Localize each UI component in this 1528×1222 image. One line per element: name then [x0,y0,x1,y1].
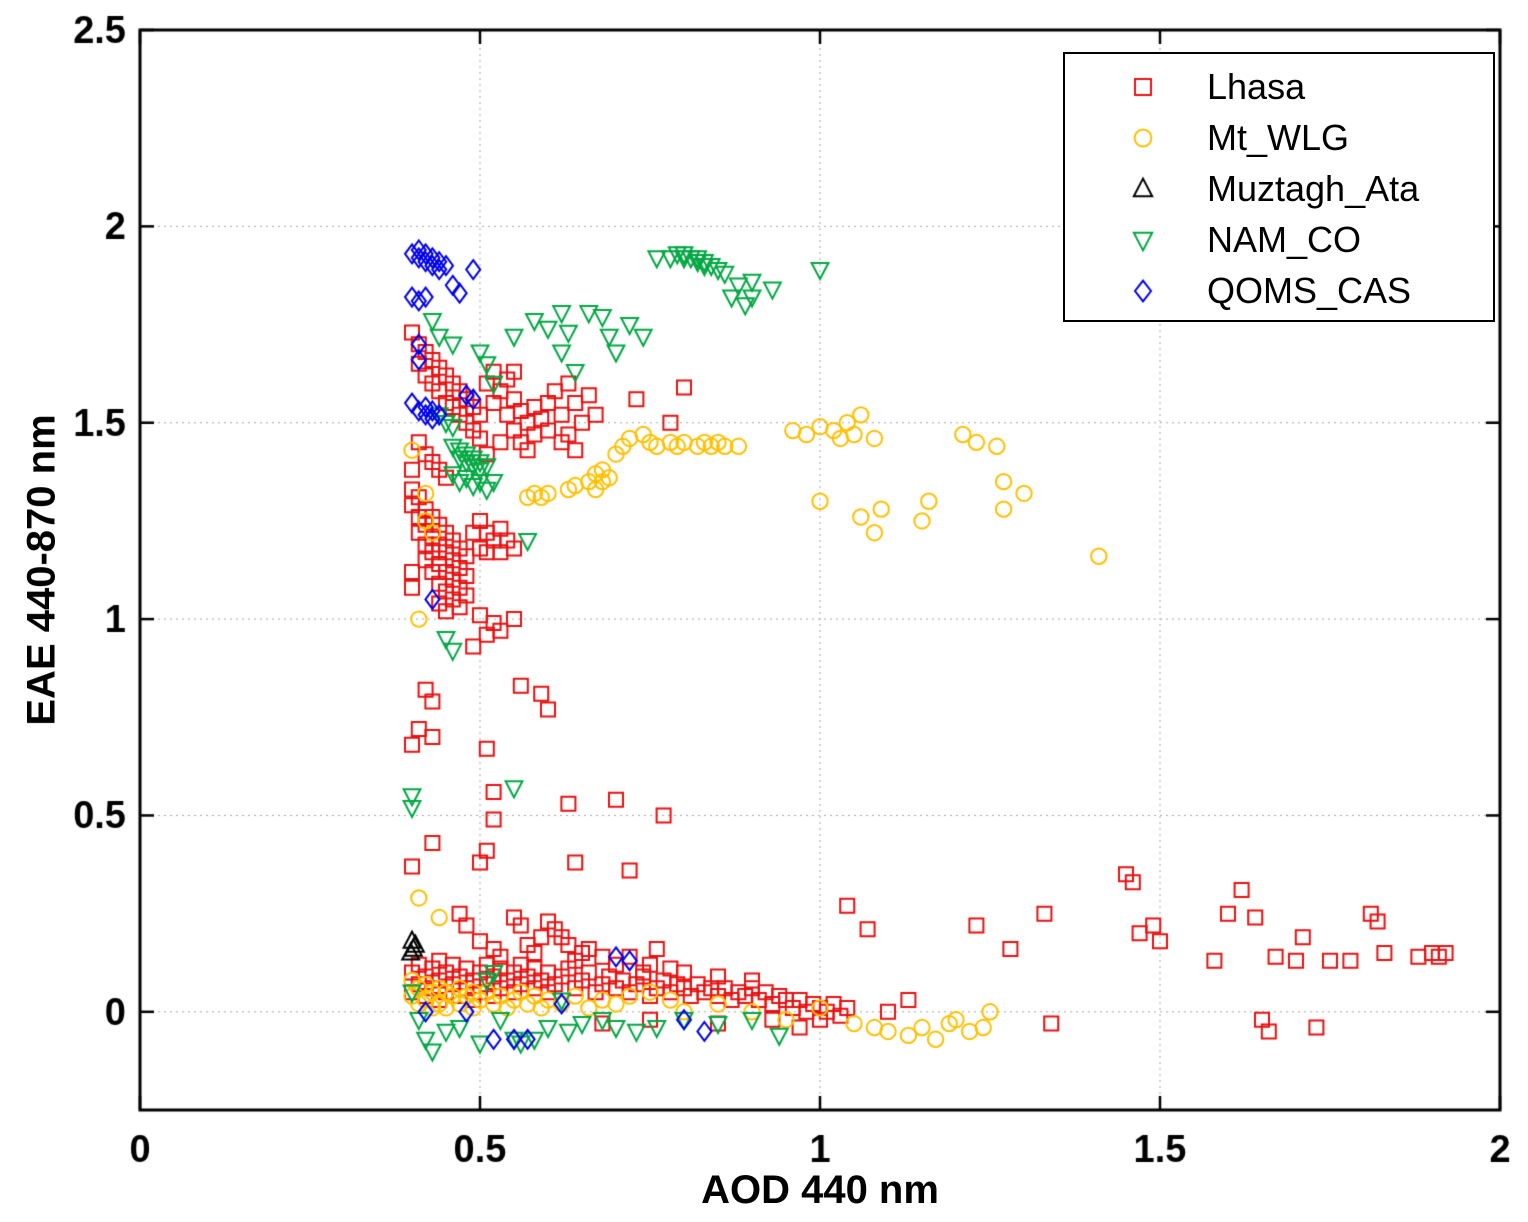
legend-label: Lhasa [1207,65,1306,107]
legend-item-muztagh-ata: Muztagh_Ata [1065,163,1493,214]
diamond-marker-icon [1129,276,1157,305]
legend-label: Muztagh_Ata [1207,167,1420,209]
x-axis-label: AOD 440 nm [701,1168,939,1212]
legend-label: Mt_WLG [1207,116,1350,158]
legend-item-nam-co: NAM_CO [1065,214,1493,265]
square-marker-icon [1129,72,1157,101]
y-axis-label: EAE 440-870 nm [19,414,64,726]
legend-item-qoms-cas: QOMS_CAS [1065,265,1493,316]
triangle-down-marker-icon [1129,225,1157,254]
circle-marker-icon [1129,123,1157,152]
legend-label: NAM_CO [1207,218,1362,260]
legend-item-mt-wlg: Mt_WLG [1065,112,1493,163]
legend-label: QOMS_CAS [1207,269,1412,311]
legend-item-lhasa: Lhasa [1065,61,1493,112]
triangle-up-marker-icon [1129,174,1157,203]
legend: Lhasa Mt_WLG Muztagh_Ata NAM_CO QOMS_CAS [1063,52,1495,322]
